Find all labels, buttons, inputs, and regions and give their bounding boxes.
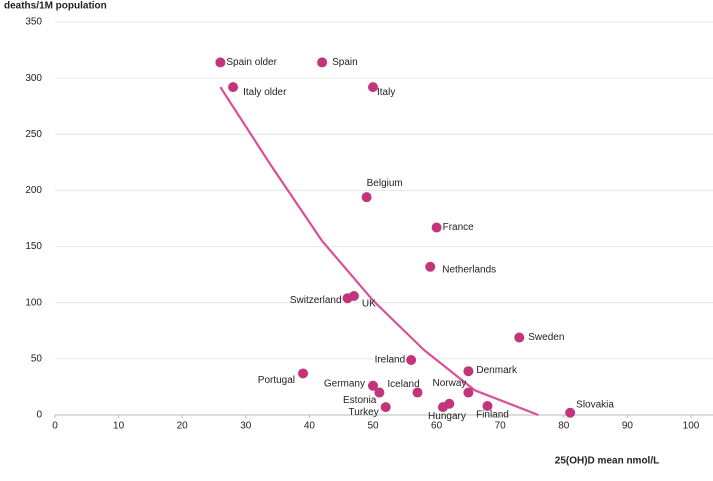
- point-label: Ireland: [375, 355, 406, 366]
- point: [298, 368, 309, 379]
- x-tick-label: 20: [177, 421, 189, 432]
- point: [317, 57, 328, 68]
- x-tick-label: 30: [240, 421, 252, 432]
- y-tick-label: 250: [25, 129, 42, 140]
- y-tick-label: 150: [25, 241, 42, 252]
- x-tick-label: 50: [367, 421, 379, 432]
- y-tick-label: 350: [25, 17, 42, 28]
- point: [463, 366, 474, 377]
- x-tick-label: 0: [52, 421, 58, 432]
- y-tick-label: 200: [25, 185, 42, 196]
- point: [361, 192, 372, 203]
- x-tick-label: 40: [304, 421, 316, 432]
- point-label: Turkey: [349, 407, 379, 418]
- point: [463, 387, 474, 398]
- point: [514, 332, 525, 343]
- x-axis-label: 25(OH)D mean nmol/L: [555, 456, 659, 467]
- point-label: Netherlands: [442, 264, 496, 275]
- point-label: Iceland: [387, 379, 419, 390]
- point: [482, 401, 493, 412]
- point: [380, 402, 391, 413]
- point-label: UK: [362, 299, 376, 310]
- point-label: Slovakia: [576, 399, 614, 410]
- point-label: Switzerland: [290, 295, 342, 306]
- y-axis-label: deaths/1M population: [4, 1, 107, 12]
- y-tick-label: 100: [25, 297, 42, 308]
- x-tick-label: 80: [558, 421, 570, 432]
- point: [406, 354, 417, 365]
- point: [348, 290, 359, 301]
- point-label: Denmark: [476, 365, 518, 376]
- point-label: Estonia: [343, 395, 377, 406]
- point-label: Finland: [476, 410, 509, 421]
- y-tick-label: 0: [36, 410, 42, 421]
- x-tick-label: 60: [431, 421, 443, 432]
- point-label: Italy: [377, 87, 395, 98]
- point: [431, 222, 442, 233]
- point: [425, 261, 436, 272]
- point-label: Norway: [432, 378, 466, 389]
- point: [412, 387, 423, 398]
- x-tick-label: 90: [622, 421, 634, 432]
- point-label: Spain older: [226, 57, 277, 68]
- point: [444, 398, 455, 409]
- y-tick-label: 300: [25, 73, 42, 84]
- point-label: Hungary: [428, 411, 466, 422]
- point: [565, 407, 576, 418]
- point: [368, 380, 378, 391]
- point-label: Belgium: [367, 178, 403, 189]
- x-tick-label: 70: [495, 421, 507, 432]
- point-label: Spain: [332, 57, 358, 68]
- trendline: [219, 86, 539, 417]
- y-tick-label: 50: [31, 353, 43, 364]
- point: [228, 82, 239, 93]
- point-label: Sweden: [528, 332, 564, 343]
- point: [215, 57, 226, 68]
- point-label: Germany: [324, 378, 365, 389]
- x-tick-label: 10: [113, 421, 125, 432]
- x-tick-label: 100: [683, 421, 700, 432]
- point: [368, 82, 378, 93]
- point-label: Italy older: [243, 87, 287, 98]
- point-label: Portugal: [258, 375, 295, 386]
- point: [374, 387, 385, 398]
- point-label: France: [443, 222, 475, 233]
